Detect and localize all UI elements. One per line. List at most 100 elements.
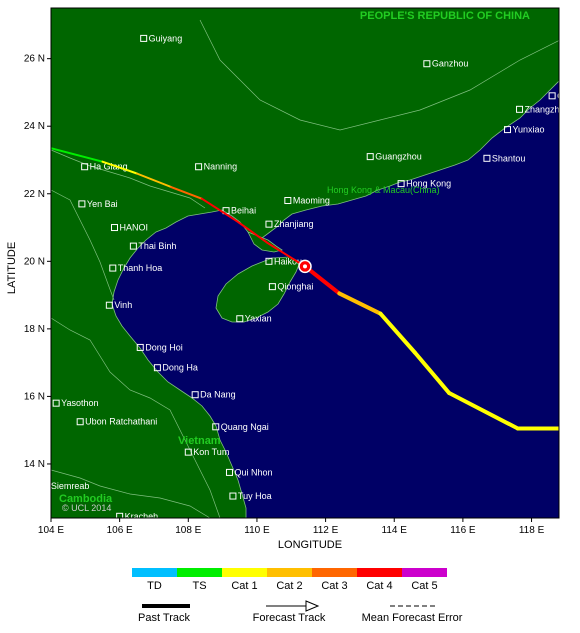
city-marker[interactable]: Shantou	[483, 153, 526, 163]
past-track-segment	[135, 172, 173, 189]
city-label: Yen Bai	[87, 199, 118, 209]
city-label: Haikou	[274, 256, 302, 266]
city-label: Kracheh	[125, 511, 159, 521]
city-label: Hong Kong	[406, 179, 451, 189]
lat-tick-label: 16 N	[24, 391, 45, 402]
category-swatch	[402, 568, 447, 577]
error-legend-label: Mean Forecast Error	[362, 612, 463, 624]
city-marker[interactable]: Zhangzhou	[516, 104, 570, 114]
city-label: Guiyang	[149, 33, 183, 43]
city-marker[interactable]: HANOI	[111, 223, 149, 233]
city-label: Vinh	[114, 300, 132, 310]
city-marker[interactable]: Nanning	[195, 162, 238, 172]
category-label: TS	[192, 580, 206, 592]
city-marker[interactable]: Qui Nhon	[225, 467, 273, 477]
city-marker[interactable]: Thai Binh	[129, 241, 176, 251]
lon-tick-label: 118 E	[519, 525, 545, 536]
y-axis-title: LATITUDE	[6, 242, 18, 294]
city-square-icon	[153, 364, 161, 372]
city-marker[interactable]: Dong Hoi	[136, 342, 183, 352]
category-swatch	[177, 568, 222, 577]
city-marker[interactable]: Guangzhou	[366, 152, 422, 162]
city-marker[interactable]: Ha Giang	[81, 162, 128, 172]
city-square-icon	[81, 163, 89, 171]
city-label: Zhangzhou	[525, 104, 570, 114]
city-marker[interactable]: Yunxiao	[504, 125, 545, 135]
city-marker[interactable]: Maoming	[284, 196, 330, 206]
city-marker[interactable]: Siemreab	[43, 481, 90, 491]
past-track-legend-label: Past Track	[138, 612, 190, 624]
city-marker[interactable]: Yen Bai	[78, 199, 118, 209]
lon-tick-label: 108 E	[175, 525, 201, 536]
forecast-arrow-icon	[305, 600, 320, 612]
city-square-icon	[504, 126, 512, 134]
city-label: Qionghai	[277, 282, 313, 292]
city-square-icon	[111, 224, 118, 232]
lon-tick-label: 116 E	[450, 525, 476, 536]
city-label: Beihai	[231, 206, 256, 216]
past-track-segment	[201, 197, 238, 222]
current-position-marker[interactable]	[298, 259, 312, 274]
city-marker[interactable]: Thanh Hoa	[109, 263, 163, 273]
city-square-icon	[195, 163, 203, 171]
region-label-hongkong: Hong Kong & Macau(China)	[327, 185, 440, 195]
city-marker[interactable]: Quang Ngai	[212, 422, 269, 432]
lat-tick-label: 18 N	[24, 324, 45, 335]
lon-tick-label: 114 E	[382, 525, 408, 536]
city-marker[interactable]: Da Nang	[191, 390, 236, 400]
city-marker[interactable]: Tuy Hoa	[229, 491, 272, 501]
city-marker[interactable]: Yasothon	[52, 398, 99, 408]
category-label: Cat 3	[321, 580, 347, 592]
lat-tick-label: 24 N	[24, 121, 45, 132]
city-label: Dong Hoi	[145, 342, 183, 352]
lat-tick-label: 14 N	[24, 459, 45, 470]
city-marker[interactable]: Haikou	[265, 256, 302, 266]
city-label: Da Nang	[200, 390, 236, 400]
category-label: Cat 4	[366, 580, 392, 592]
x-axis-title: LONGITUDE	[278, 539, 342, 551]
city-marker[interactable]: Dong Ha	[153, 363, 198, 373]
hainan-island	[215, 256, 301, 323]
city-label: Quang Ngai	[221, 422, 269, 432]
category-label: Cat 2	[276, 580, 302, 592]
city-label: Tuy Hoa	[238, 491, 272, 501]
city-square-icon	[109, 264, 117, 272]
city-square-icon	[129, 242, 137, 250]
city-label: Maoming	[293, 196, 330, 206]
copyright-label: © UCL 2014	[62, 503, 111, 513]
city-square-icon	[284, 197, 292, 205]
forecast-track-segment	[447, 391, 520, 431]
city-marker[interactable]: Quanzhou	[548, 91, 580, 101]
city-marker[interactable]: Zhanjiang	[265, 219, 314, 229]
city-label: Dong Ha	[162, 363, 198, 373]
city-marker[interactable]: Kon Tum	[184, 447, 229, 457]
city-square-icon	[116, 512, 124, 518]
city-marker[interactable]: Yaxian	[236, 314, 272, 324]
city-marker[interactable]: Hong Kong	[397, 179, 451, 189]
city-label: Yunxiao	[513, 125, 545, 135]
axis-ticks: 104 E 106 E 108 E 110 E 112 E 114 E 116 E 118 E…	[24, 54, 545, 536]
city-marker[interactable]: Vinh	[105, 300, 132, 310]
city-label: Nanning	[204, 162, 238, 172]
map-area[interactable]: Guiyang Ganzhou Quanzhou Zhangzhou Yunxiao Gu…	[43, 8, 580, 521]
city-label: Guangzhou	[375, 152, 422, 162]
city-layer: Guiyang Ganzhou Quanzhou Zhangzhou Yunxiao Gu…	[43, 33, 580, 521]
city-marker[interactable]: Guiyang	[140, 33, 183, 43]
city-marker[interactable]: Kracheh	[116, 511, 159, 521]
city-square-icon	[265, 220, 273, 228]
city-square-icon	[76, 418, 84, 426]
past-track-segment	[170, 186, 204, 200]
category-swatch	[132, 568, 177, 577]
lon-tick-label: 106 E	[107, 525, 133, 536]
city-marker[interactable]: Qionghai	[268, 282, 313, 292]
city-marker[interactable]: Ganzhou	[423, 59, 469, 69]
city-square-icon	[548, 92, 556, 100]
forecast-track-segment	[412, 350, 452, 396]
city-label: Kon Tum	[193, 447, 229, 457]
country-label-china: PEOPLE'S REPUBLIC OF CHINA	[360, 10, 530, 22]
city-marker[interactable]: Ubon Ratchathani	[76, 417, 157, 427]
forecast-track-segment	[303, 264, 342, 296]
city-square-icon	[265, 257, 273, 265]
city-label: Ganzhou	[432, 59, 469, 69]
